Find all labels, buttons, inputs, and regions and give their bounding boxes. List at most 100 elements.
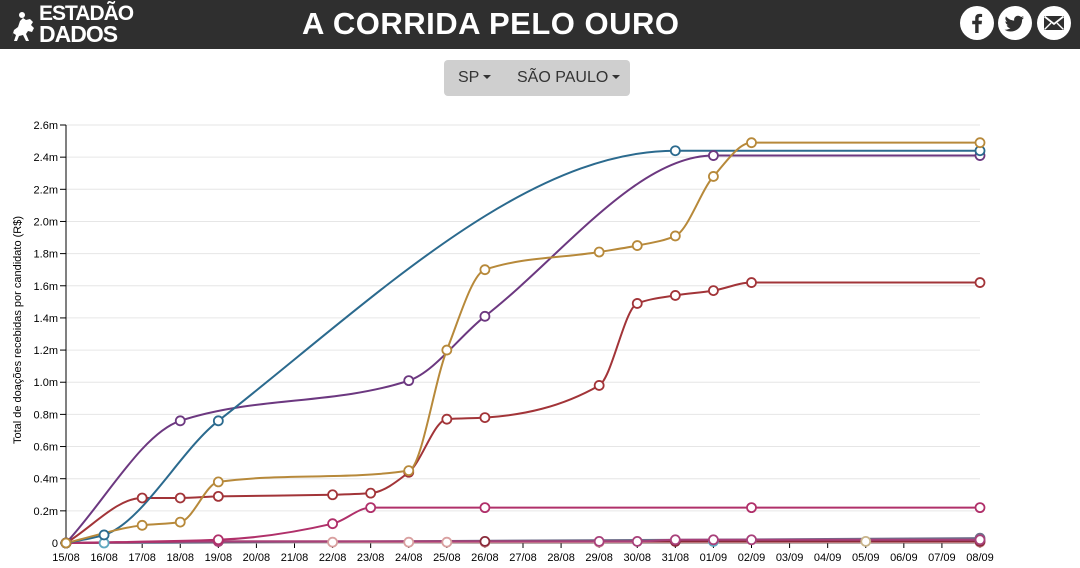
data-point[interactable] <box>327 518 338 530</box>
data-point[interactable] <box>746 534 757 546</box>
series-line <box>65 154 980 544</box>
y-tick-label: 0.4m <box>34 474 58 486</box>
data-point[interactable] <box>631 298 643 309</box>
data-point[interactable] <box>403 536 415 548</box>
y-tick-label: 1.4m <box>34 313 58 325</box>
data-point[interactable] <box>60 537 72 549</box>
x-tick-label: 24/08 <box>395 552 423 564</box>
x-tick-label: 02/09 <box>738 552 766 564</box>
x-tick-label: 23/08 <box>357 552 385 564</box>
data-point[interactable] <box>365 502 377 514</box>
data-point[interactable] <box>974 502 986 514</box>
data-point[interactable] <box>593 380 605 391</box>
donations-line-chart: 0 0.2m 0.4m 0.6m 0.8m 1.0m 1.2m 1.4m 1.6m 1.8m 2.0… <box>12 120 994 564</box>
data-point[interactable] <box>479 502 491 514</box>
facebook-share-button[interactable] <box>960 6 994 40</box>
x-tick-label: 20/08 <box>243 552 271 564</box>
x-tick-label: 15/08 <box>52 552 80 564</box>
data-point[interactable] <box>593 535 605 547</box>
data-point[interactable] <box>669 145 681 157</box>
x-tick-label: 05/09 <box>852 552 880 564</box>
data-point[interactable] <box>708 285 719 296</box>
city-dropdown[interactable]: SÃO PAULO <box>517 60 621 96</box>
data-point[interactable] <box>746 502 757 514</box>
data-point[interactable] <box>136 492 148 504</box>
data-point[interactable] <box>708 171 719 182</box>
data-point[interactable] <box>631 240 643 251</box>
data-point[interactable] <box>212 415 224 427</box>
data-point[interactable] <box>669 230 681 242</box>
data-point[interactable] <box>403 375 415 387</box>
x-tick-label: 27/08 <box>509 552 537 564</box>
logo-line-estadao: ESTADÃO <box>39 2 134 25</box>
x-tick-label: 01/09 <box>700 552 728 564</box>
chart-axes: 0 0.2m 0.4m 0.6m 0.8m 1.0m 1.2m 1.4m 1.6m 1.8m 2.0… <box>34 120 994 564</box>
data-point[interactable] <box>479 412 491 424</box>
estadao-dados-logo[interactable]: ESTADÃO DADOS <box>8 2 138 46</box>
data-point[interactable] <box>136 519 148 531</box>
x-tick-label: 18/08 <box>166 552 194 564</box>
data-point[interactable] <box>174 415 186 427</box>
data-point[interactable] <box>708 534 719 546</box>
horse-rider-logo-icon <box>11 12 34 41</box>
data-point[interactable] <box>479 264 491 276</box>
data-point[interactable] <box>669 290 681 301</box>
data-point[interactable] <box>593 246 605 258</box>
y-tick-label: 0.8m <box>34 409 58 421</box>
data-point[interactable] <box>974 137 986 149</box>
y-tick-label: 1.0m <box>34 377 58 389</box>
x-tick-label: 16/08 <box>90 552 118 564</box>
data-point[interactable] <box>441 536 453 548</box>
data-point[interactable] <box>403 465 415 477</box>
twitter-share-button[interactable] <box>998 6 1032 40</box>
data-point[interactable] <box>212 490 224 502</box>
data-point[interactable] <box>212 476 224 488</box>
y-tick-label: 2.4m <box>34 152 58 164</box>
header-bar: ESTADÃO DADOS A CORRIDA PELO OURO <box>0 0 1080 49</box>
data-point[interactable] <box>974 534 986 546</box>
data-point[interactable] <box>441 344 453 356</box>
x-tick-label: 08/09 <box>966 552 994 564</box>
x-tick-label: 26/08 <box>471 552 499 564</box>
caret-down-icon <box>483 74 492 79</box>
y-tick-label: 0.6m <box>34 442 58 454</box>
data-point[interactable] <box>746 277 757 288</box>
data-point[interactable] <box>365 487 377 499</box>
data-point[interactable] <box>708 150 719 161</box>
y-tick-label: 1.2m <box>34 345 58 357</box>
data-point[interactable] <box>479 535 491 547</box>
location-selector: SP SÃO PAULO <box>444 60 630 96</box>
logo-line-dados: DADOS <box>39 21 118 47</box>
data-point[interactable] <box>174 492 186 504</box>
data-point[interactable] <box>98 529 110 541</box>
email-icon <box>1043 15 1065 30</box>
y-tick-label: 0.2m <box>34 506 58 518</box>
x-tick-label: 07/09 <box>928 552 956 564</box>
state-dropdown[interactable]: SP <box>458 60 492 96</box>
y-axis-label: Total de doações recebidas por candidato… <box>12 216 24 444</box>
caret-down-icon <box>612 74 621 79</box>
data-point[interactable] <box>441 413 453 425</box>
data-point[interactable] <box>974 277 986 288</box>
y-tick-label: 2.0m <box>34 216 58 228</box>
data-point[interactable] <box>327 536 338 548</box>
x-tick-label: 28/08 <box>547 552 575 564</box>
data-point[interactable] <box>479 310 491 322</box>
data-point[interactable] <box>212 534 224 546</box>
x-tick-label: 19/08 <box>205 552 233 564</box>
data-point[interactable] <box>746 137 757 149</box>
twitter-icon <box>1004 15 1024 32</box>
email-share-button[interactable] <box>1037 6 1071 40</box>
data-point[interactable] <box>327 489 338 501</box>
chart-series <box>60 137 986 549</box>
x-tick-label: 03/09 <box>776 552 804 564</box>
series-line <box>65 281 980 544</box>
data-point[interactable] <box>669 534 681 546</box>
y-tick-label: 2.6m <box>34 120 58 132</box>
data-point[interactable] <box>860 535 872 547</box>
x-tick-label: 22/08 <box>319 552 347 564</box>
data-point[interactable] <box>631 535 643 547</box>
y-tick-label: 1.8m <box>34 249 58 261</box>
x-tick-label: 06/09 <box>890 552 918 564</box>
data-point[interactable] <box>174 516 186 528</box>
